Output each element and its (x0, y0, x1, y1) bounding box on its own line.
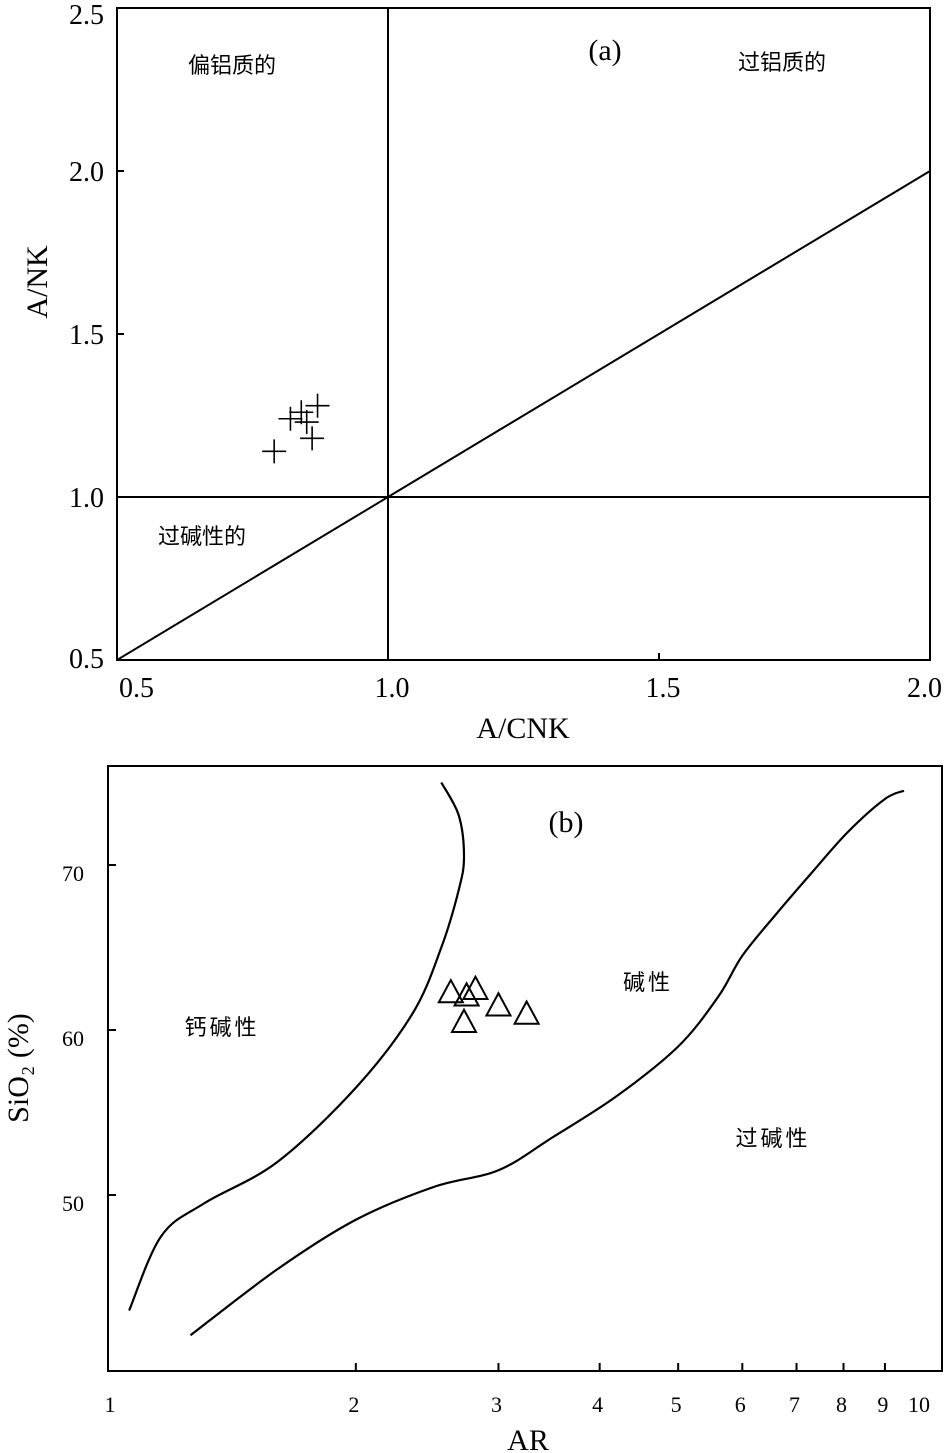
region-label-calc-alkaline: 钙碱性 (184, 1016, 259, 1041)
panel-b-y-tick-label: 50 (62, 1191, 84, 1216)
panel-b-y-tick-label: 70 (62, 861, 84, 886)
region-label-peraluminous: 过铝质的 (738, 51, 826, 76)
panel-b-x-tick-label: 1 (105, 1392, 116, 1417)
panel-b-data-point (512, 999, 541, 1025)
panel-b-data-point (484, 991, 513, 1017)
panel-a-x-tick-label: 0.5 (119, 673, 154, 704)
panel-b-x-tick-label: 7 (789, 1392, 800, 1417)
panel-b-data-point (461, 974, 490, 1000)
panel-b-data-point (450, 1007, 478, 1033)
panel-b-x-tick-label: 5 (671, 1392, 682, 1417)
panel-a-frame (116, 7, 931, 661)
panel-a-y-tick-label: 1.5 (69, 320, 104, 351)
panel-b-label: (b) (549, 806, 584, 839)
panel-b-x-tick-label: 4 (592, 1392, 603, 1417)
panel-a: 0.5 1.0 1.5 2.0 0.5 1.0 1.5 2.0 2.5 (a) 偏铝质的 过铝质… (21, 0, 942, 745)
panel-b-y-axis-title: SiO₂ (%) (2, 1013, 35, 1123)
region-label-peralkaline-b: 过碱性 (735, 1127, 810, 1152)
region-label-peralkaline: 过碱性的 (158, 525, 246, 550)
panel-a-y-tick-label: 1.0 (69, 483, 104, 514)
panel-b-boundary-curve-0 (128, 781, 466, 1311)
panel-b-x-tick-label: 10 (908, 1392, 930, 1417)
panel-b: 1 2 3 4 5 6 7 8 9 10 50 60 70 (b) 钙碱性 碱性 过碱性 AR SiO₂… (2, 765, 943, 1453)
panel-b-ticks: 1 2 3 4 5 6 7 8 9 10 50 60 70 (62, 861, 930, 1417)
panel-a-label: (a) (588, 34, 621, 67)
panel-b-x-tick-label: 3 (491, 1392, 502, 1417)
panel-a-x-tick-label: 1.0 (375, 673, 410, 704)
panel-b-y-tick-label: 60 (62, 1026, 84, 1051)
panel-a-x-tick-label: 2.0 (907, 673, 942, 704)
panel-b-x-tick-label: 6 (735, 1392, 746, 1417)
panel-a-data-point (278, 406, 303, 431)
panel-a-x-tick-label: 1.5 (646, 673, 681, 704)
panel-a-boundary-line-2 (116, 170, 931, 661)
panel-b-data-points (437, 974, 541, 1033)
panel-a-y-tick-label: 2.5 (69, 0, 104, 31)
region-label-metaluminous: 偏铝质的 (188, 54, 276, 79)
panel-a-y-axis-title: A/NK (21, 245, 54, 319)
panel-a-data-point (262, 439, 287, 464)
panel-a-data-points (262, 393, 330, 464)
panel-a-ticks: 0.5 1.0 1.5 2.0 0.5 1.0 1.5 2.0 2.5 (69, 0, 942, 704)
panel-b-data-point (452, 981, 481, 1007)
panel-a-y-tick-label: 0.5 (69, 644, 104, 675)
panel-b-frame (107, 765, 943, 1372)
panel-b-boundaries (128, 781, 905, 1337)
panel-a-boundaries (116, 8, 931, 661)
region-label-alkaline: 碱性 (623, 971, 673, 996)
panel-a-data-point (294, 410, 319, 435)
panel-b-x-axis-title: AR (507, 1424, 549, 1453)
panel-a-x-axis-title: A/CNK (476, 712, 570, 745)
panel-b-data-point (437, 977, 465, 1004)
panel-a-data-point (300, 426, 325, 451)
panel-b-x-tick-label: 9 (877, 1392, 888, 1417)
panel-b-boundary-curve-1 (189, 789, 905, 1337)
panel-a-y-tick-label: 2.0 (69, 157, 104, 188)
panel-b-x-tick-label: 8 (836, 1392, 847, 1417)
panel-b-x-tick-label: 2 (348, 1392, 359, 1417)
panel-a-data-point (289, 400, 314, 425)
panel-a-data-point (305, 393, 330, 418)
